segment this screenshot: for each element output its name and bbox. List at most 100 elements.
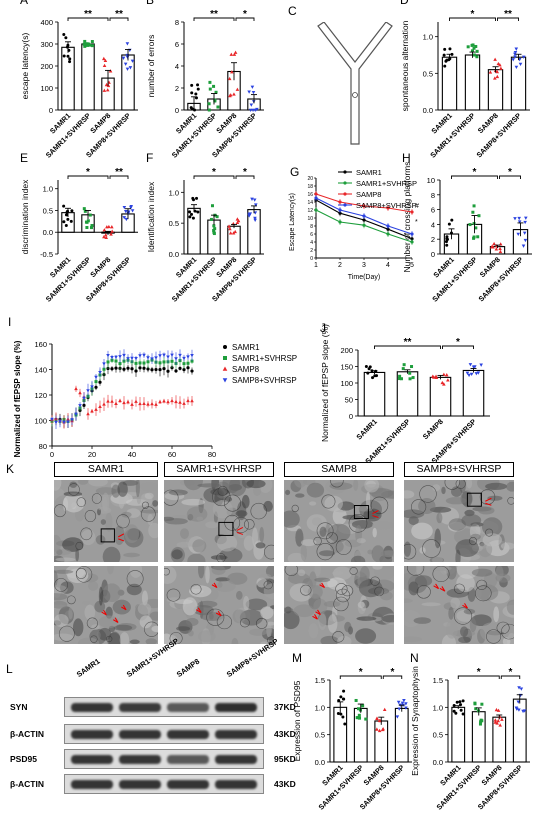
point [490,244,494,248]
point [474,226,478,230]
point [150,357,154,361]
point [253,218,257,222]
legend-marker [343,170,347,174]
panel-N: N 0.0 0.5 1.0 1.5 Expression of Synaptophysin… [410,651,530,812]
point [208,87,212,91]
point [375,727,379,731]
y-axis-label: Expression of PSD95 [292,680,302,761]
point [228,93,232,98]
point [459,708,463,712]
point [122,367,126,371]
point [479,718,483,722]
point [190,91,194,95]
series-point [362,214,366,218]
em-overview-image [404,480,514,562]
point [461,712,465,716]
blot-band-label: SYN [10,702,28,712]
point [126,357,130,361]
point [158,361,162,365]
point [514,706,519,710]
y-axis-label: Identification index [146,181,156,252]
legend-marker [343,181,347,185]
sig-marker: * [477,667,481,678]
y-tick-label: 1.0 [43,185,53,194]
point [174,357,178,361]
point [521,55,526,59]
point [514,47,519,51]
point [69,219,73,223]
point [343,722,347,726]
point [454,711,458,715]
point [94,385,98,389]
y-tick-label: 140 [34,366,47,375]
point [517,708,521,712]
point [86,411,90,416]
y-tick-label: 200 [40,62,53,71]
blot-kd-label: 37KD [274,702,296,712]
point [162,367,166,371]
point [103,233,108,237]
point [102,88,107,92]
sig-marker: * [508,167,512,178]
blot-band [167,780,209,789]
point [447,222,451,226]
panel-H-letter: H [402,151,411,165]
point [521,709,525,714]
point [430,374,435,378]
point [186,361,190,365]
point [513,55,517,59]
x-tick-label: 80 [208,450,216,459]
point [470,49,474,53]
bar-SAMP8+SVHRSP [510,56,527,111]
point [134,361,138,365]
point [142,361,146,365]
point [480,702,484,706]
point [341,715,345,719]
point [66,420,70,424]
point [178,366,182,370]
point [74,386,78,391]
y-tick-label: 0.5 [315,731,325,740]
point [227,76,232,81]
y-tick-label: 2 [310,248,313,254]
point [228,231,233,235]
point [235,217,240,221]
panel-A-letter: A [20,0,28,7]
y-axis-label: Normalized of fEPSP slope (%) [320,324,330,442]
point [478,722,482,726]
point [410,365,414,369]
point [411,376,415,380]
point [235,87,240,91]
point [404,702,408,706]
x-tick-label: 60 [168,450,176,459]
point [146,356,150,360]
blot-band [71,703,113,712]
point [233,50,238,54]
panel-B-letter: B [146,0,154,7]
point [134,369,138,373]
point [166,400,170,404]
y-tick-label: 8 [431,191,435,200]
panel-E-letter: E [20,151,28,165]
point [114,366,118,370]
point [468,223,472,227]
point [196,87,200,91]
point [118,398,122,403]
y-axis-label: spontaneous alternation [400,20,410,111]
point [85,43,89,47]
point [227,224,231,228]
point [500,717,504,721]
point [170,359,174,363]
point [398,377,402,381]
point [498,246,502,251]
point [498,723,502,727]
point [124,217,129,222]
point [213,98,217,102]
legend-marker [343,203,347,207]
bar-SAMP8+SVHRSP [121,54,135,111]
point [232,92,236,96]
point [375,716,379,720]
point [142,353,146,358]
point [472,46,476,50]
blot-band [119,730,161,739]
